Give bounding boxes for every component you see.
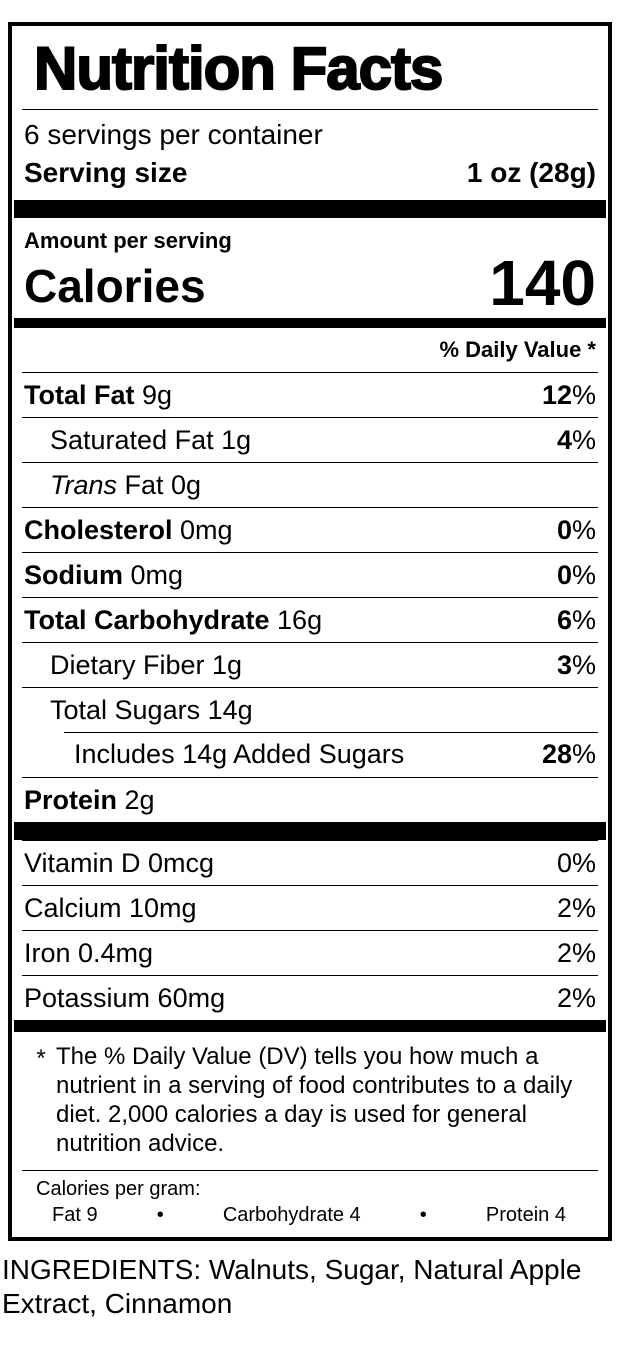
bullet-icon: • [419,1204,427,1226]
serving-size-label: Serving size [24,157,188,188]
nutrient-row-total-carbohydrate: Total Carbohydrate 16g 6% [22,597,598,642]
calories-row: Calories 140 [22,247,598,319]
nutrition-facts-label: Nutrition Facts 6 servings per container… [8,22,612,1241]
calories-per-gram-label: Calories per gram: [36,1178,201,1200]
calories-per-gram-row: Fat 9 • Carbohydrate 4 • Protein 4 [22,1201,598,1237]
nutrient-row-cholesterol: Cholesterol 0mg 0% [22,507,598,552]
servings-per-container: 6 servings per container [24,119,323,150]
nutrient-row-total-fat: Total Fat 9g 12% [22,372,598,417]
bullet-icon: • [156,1204,164,1226]
label-title: Nutrition Facts [33,34,444,103]
amount-per-serving-label: Amount per serving [24,228,232,253]
cpg-fat: Fat 9 [52,1204,98,1226]
serving-size-row: Serving size 1 oz (28g) [22,152,598,200]
calories-value: 140 [489,247,596,319]
nutrient-row-total-sugars: Total Sugars 14g [22,687,598,732]
cpg-carbohydrate: Carbohydrate 4 [222,1204,361,1226]
divider [22,1170,598,1171]
nutrient-row-protein: Protein 2g [22,777,598,822]
daily-value-header: % Daily Value * [439,337,596,362]
serving-size-value: 1 oz (28g) [466,157,596,188]
vitamin-row-calcium: Calcium 10mg 2% [22,885,598,930]
thick-separator-bar [14,200,606,218]
asterisk-marker: * [36,1045,46,1072]
cpg-protein: Protein 4 [485,1204,566,1226]
nutrient-row-dietary-fiber: Dietary Fiber 1g 3% [22,642,598,687]
footnote-text: The % Daily Value (DV) tells you how muc… [56,1043,573,1157]
vitamin-row-potassium: Potassium 60mg 2% [22,975,598,1020]
nutrient-row-saturated-fat: Saturated Fat 1g 4% [22,417,598,462]
thick-separator-bar [14,822,606,840]
ingredients-text: INGREDIENTS: Walnuts, Sugar, Natural App… [2,1254,582,1319]
nutrient-row-added-sugars: Includes 14g Added Sugars 28% [22,732,598,777]
nutrient-row-sodium: Sodium 0mg 0% [22,552,598,597]
divider [22,109,598,110]
vitamin-row-iron: Iron 0.4mg 2% [22,930,598,975]
nutrient-row-trans-fat: Trans Fat 0g [22,462,598,507]
medium-separator-bar [14,318,606,328]
daily-value-footnote: * The % Daily Value (DV) tells you how m… [22,1032,598,1170]
calories-label: Calories [24,260,206,312]
medium-separator-bar [14,1020,606,1032]
vitamin-row-vitamin-d: Vitamin D 0mcg 0% [22,840,598,885]
